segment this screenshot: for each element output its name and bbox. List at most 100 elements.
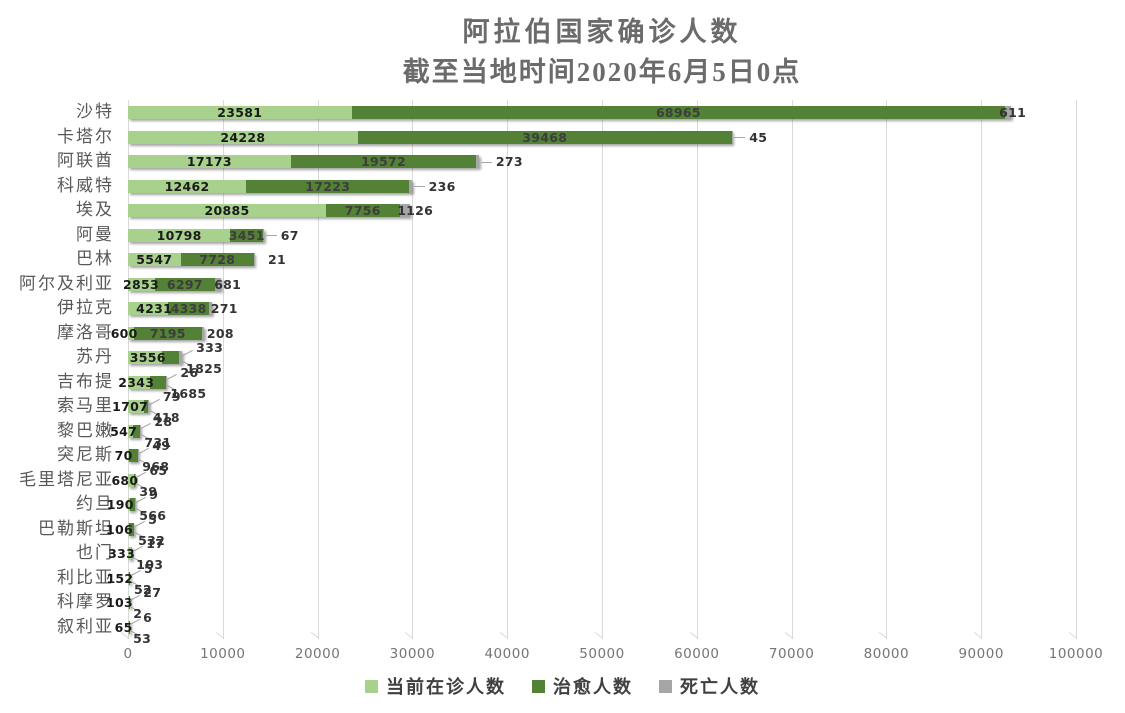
- label-cured: 7195: [149, 325, 186, 341]
- label-cured: 7756: [344, 203, 381, 218]
- bar-segment-deaths: [201, 326, 204, 340]
- bar-row: [128, 130, 733, 144]
- bar-segment-cured: [133, 326, 202, 340]
- label-callout-bottom: 968: [142, 459, 170, 474]
- bar-segment-cured: [133, 424, 141, 438]
- bar-row: [128, 498, 136, 511]
- gridline: [981, 100, 983, 639]
- bar-segment-current: [128, 106, 352, 119]
- label-callout-bottom: 1685: [170, 385, 207, 401]
- label-callout-bottom: 1825: [186, 361, 223, 376]
- bar-segment-cured: [134, 473, 136, 487]
- bar-row: [128, 473, 136, 487]
- label-callout-bottom: 532: [138, 532, 166, 548]
- y-axis-category-label: 伊拉克: [57, 298, 114, 317]
- bar-segment-cured: [129, 522, 135, 536]
- gridline: [317, 100, 319, 639]
- y-axis-category-label: 巴勒斯坦: [38, 518, 114, 538]
- label-cured: 4338: [170, 301, 207, 316]
- gridline: [791, 100, 793, 639]
- label-cured: 6297: [166, 276, 203, 292]
- bar-segment-current: [128, 302, 169, 315]
- bar-segment-cured: [150, 375, 167, 389]
- legend-swatch-deaths: [659, 679, 672, 693]
- label-current: 680: [111, 472, 139, 488]
- bar-segment-current: [128, 473, 135, 487]
- label-cured: 7728: [199, 252, 236, 267]
- bar-row: [128, 302, 212, 315]
- label-callout-bottom: 52: [133, 581, 152, 597]
- legend-label-cured: 治愈人数: [553, 677, 633, 697]
- bar-segment-current: [128, 498, 130, 511]
- bar-segment-deaths: [148, 400, 149, 413]
- bar-row: [128, 596, 130, 609]
- bar-segment-cured: [290, 155, 477, 168]
- bar-segment-current: [128, 375, 151, 389]
- bar-segment-current: [128, 204, 326, 217]
- label-deaths: 271: [210, 301, 238, 316]
- y-axis-category-label: 也门: [76, 543, 114, 562]
- bar-segment-deaths: [131, 547, 133, 560]
- label-cured: 17223: [305, 178, 351, 194]
- y-axis-category-label: 利比亚: [57, 567, 114, 587]
- y-axis-category-label: 埃及: [76, 200, 114, 219]
- chart-title: 阿拉伯国家确诊人数: [462, 17, 742, 47]
- label-current: 70: [114, 448, 133, 463]
- bar-segment-cured: [161, 351, 179, 364]
- label-current: 17173: [186, 154, 232, 169]
- label-current: 3556: [129, 350, 166, 365]
- gridline: [696, 100, 698, 639]
- bar-segment-current: [128, 620, 129, 634]
- gridline: [1076, 100, 1077, 639]
- bar-segment-current: [128, 253, 181, 266]
- x-axis-tick-label: 10000: [200, 646, 246, 662]
- label-current: 10798: [156, 227, 202, 243]
- label-current: 2853: [123, 276, 160, 292]
- label-callout-bottom: 103: [136, 557, 164, 572]
- bar-row: [128, 400, 149, 413]
- label-callout-top: 9: [149, 487, 159, 502]
- label-current: 12462: [164, 178, 210, 194]
- label-deaths: 611: [999, 105, 1027, 120]
- leader-line: [182, 349, 194, 356]
- bar-row: [128, 155, 479, 168]
- bar-segment-deaths: [476, 155, 479, 168]
- bar-segment-current: [128, 522, 129, 536]
- bar-segment-deaths: [214, 277, 222, 291]
- x-axis-tick-label: 40000: [484, 646, 530, 662]
- bar-row: [128, 106, 1012, 119]
- chart-subtitle: 截至当地时间2020年6月5日0点: [402, 57, 802, 87]
- legend-item-deaths: 死亡人数: [659, 673, 760, 699]
- x-axis-tick-label: 60000: [674, 646, 720, 662]
- bar-segment-cured: [155, 277, 215, 291]
- bar-segment-cured: [351, 106, 1006, 119]
- x-axis-tick-label: 70000: [768, 646, 815, 662]
- bar-segment-current: [128, 596, 129, 609]
- gridline: [886, 100, 888, 639]
- label-callout-top: 79: [162, 389, 181, 404]
- label-deaths: 45: [749, 129, 768, 145]
- bar-segment-deaths: [209, 302, 212, 315]
- bar-segment-deaths: [179, 351, 183, 364]
- bar-row: [128, 253, 255, 266]
- bar-segment-current: [128, 130, 358, 144]
- leader-line: [413, 186, 425, 187]
- y-axis-category-label: 毛里塔尼亚: [19, 469, 114, 489]
- label-deaths: 236: [428, 178, 456, 194]
- bar-segment-cured: [129, 498, 136, 511]
- label-current: 1707: [112, 399, 149, 414]
- bar-segment-cured: [180, 253, 254, 266]
- label-deaths: 67: [280, 227, 299, 243]
- label-current: 23581: [217, 105, 263, 120]
- label-deaths: 21: [268, 252, 287, 267]
- bar-segment-deaths: [409, 179, 412, 193]
- legend-label-deaths: 死亡人数: [680, 677, 760, 697]
- x-axis-tick-label: 30000: [389, 646, 436, 662]
- label-current: 4231: [136, 301, 173, 316]
- label-current: 20885: [204, 203, 250, 218]
- gridline: [412, 100, 414, 639]
- label-current: 333: [108, 546, 136, 561]
- bar-row: [128, 326, 204, 340]
- leader-line: [149, 398, 160, 405]
- bar-row: [128, 620, 130, 634]
